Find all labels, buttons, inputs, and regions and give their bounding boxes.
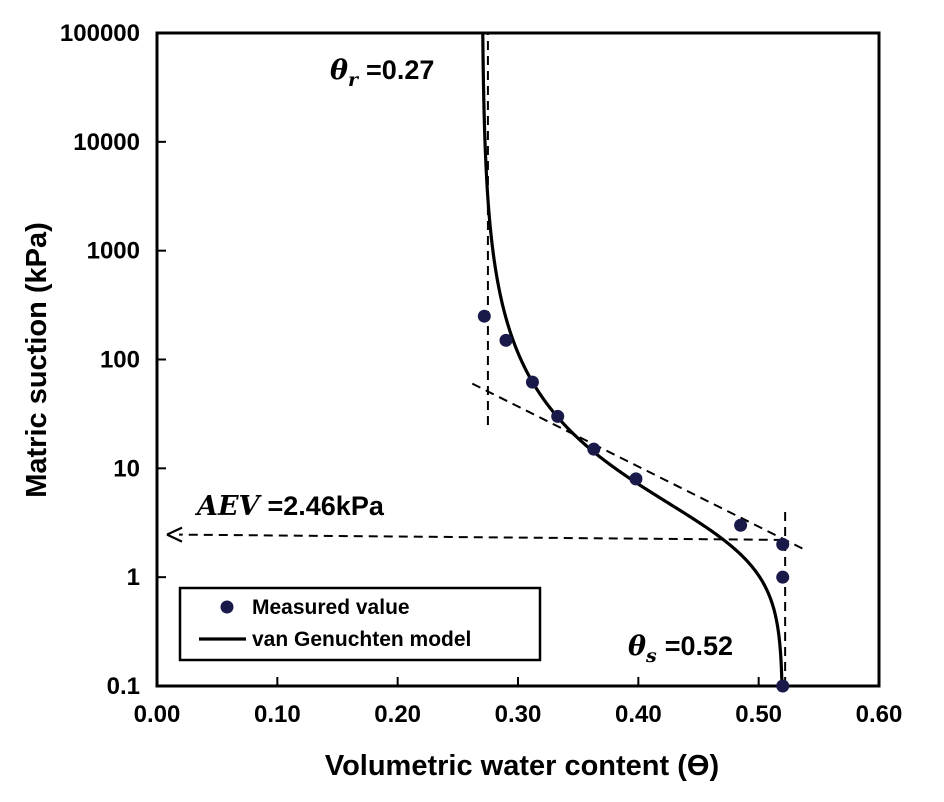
aev-arrow-head: [166, 526, 183, 543]
x-tick-label: 0.20: [374, 701, 421, 728]
measured-points: [477, 309, 790, 693]
x-tick-label: 0.60: [856, 701, 903, 728]
aev-annotation: AEV =2.46kPa: [194, 491, 385, 522]
theta-r-annotation: θr =0.27: [330, 55, 434, 91]
measured-point: [499, 333, 513, 347]
svg-text:θs=0.52: θs =0.52: [628, 631, 733, 667]
x-tick-label: 0.30: [495, 701, 542, 728]
theta-s-value: =0.52: [665, 631, 733, 661]
measured-point: [734, 518, 748, 532]
measured-point: [587, 442, 601, 456]
y-tick-label: 1000: [87, 238, 140, 265]
measured-point: [776, 537, 790, 551]
theta-s-annotation: θs =0.52: [628, 631, 733, 667]
theta-s-symbol: θ: [628, 631, 646, 662]
legend-label-model: van Genuchten model: [252, 628, 471, 651]
y-tick-label: 100000: [60, 20, 140, 47]
y-tick-label: 0.1: [107, 673, 140, 700]
measured-point: [477, 309, 491, 323]
measured-point: [525, 375, 539, 389]
legend-box: [178, 586, 542, 662]
reference-lines: [166, 33, 808, 686]
measured-point: [629, 472, 643, 486]
van-genuchten-curve: [481, 32, 784, 687]
measured-point: [551, 409, 565, 423]
theta-r-symbol: θ: [330, 55, 348, 86]
svg-text:AEV=2.46kPa: AEV =2.46kPa: [194, 491, 385, 522]
legend: Measured value van Genuchten model: [178, 586, 542, 662]
theta-r-subscript: r: [348, 69, 360, 91]
legend-marker-measured: [220, 600, 234, 614]
y-tick-label: 1: [127, 564, 140, 591]
measured-point: [776, 679, 790, 693]
x-axis-ticks: 0.00 0.10 0.20 0.30 0.40 0.50 0.60: [134, 677, 903, 728]
aev-symbol: AEV: [194, 491, 263, 522]
aev-value: =2.46kPa: [267, 491, 384, 521]
tangent-line: [471, 382, 808, 552]
y-tick-label: 10000: [73, 129, 140, 156]
y-tick-label: 100: [100, 347, 140, 374]
x-tick-label: 0.10: [254, 701, 301, 728]
x-tick-label: 0.40: [615, 701, 662, 728]
theta-r-value: =0.27: [366, 55, 434, 85]
theta-s-subscript: s: [645, 645, 657, 667]
x-axis-label: Volumetric water content (ϴ): [325, 750, 719, 782]
y-axis-label: Matric suction (kPa): [21, 222, 53, 498]
y-axis-ticks: 0.1 1 10 100 1000 10000 100000: [60, 20, 166, 700]
x-tick-label: 0.50: [735, 701, 782, 728]
x-tick-label: 0.00: [134, 701, 181, 728]
measured-point: [776, 570, 790, 584]
svg-text:θr=0.27: θr =0.27: [330, 55, 434, 91]
legend-label-measured: Measured value: [252, 596, 410, 619]
y-tick-label: 10: [113, 455, 140, 482]
aev-arrow-line: [178, 533, 783, 541]
